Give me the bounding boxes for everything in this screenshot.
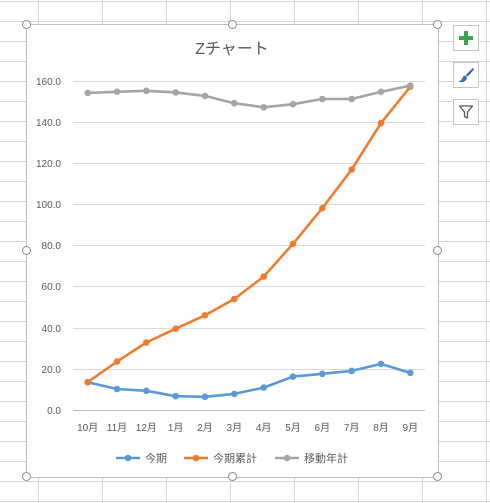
data-point[interactable] (84, 89, 91, 97)
data-point[interactable] (319, 204, 326, 212)
resize-handle-right[interactable] (433, 246, 442, 255)
legend-item[interactable]: 今期累計 (184, 451, 257, 465)
legend-item[interactable]: 移動年計 (275, 451, 348, 465)
y-tick-label: 20.0 (42, 365, 62, 376)
data-point[interactable] (319, 95, 326, 103)
data-point[interactable] (289, 100, 297, 108)
data-point[interactable] (143, 87, 150, 95)
x-tick-label: 11月 (107, 422, 127, 434)
data-point[interactable] (407, 82, 414, 89)
data-point[interactable] (231, 390, 238, 398)
chart-elements-button[interactable] (453, 25, 479, 51)
data-point[interactable] (201, 393, 209, 401)
legend-item[interactable]: 今期 (116, 451, 167, 465)
chart-area[interactable] (27, 24, 438, 478)
data-point[interactable] (289, 240, 297, 248)
data-point[interactable] (231, 99, 238, 107)
data-point[interactable] (201, 312, 209, 319)
y-tick-label: 160.0 (36, 77, 61, 88)
y-tick-label: 140.0 (36, 118, 61, 129)
data-point[interactable] (84, 378, 91, 386)
y-tick-label: 40.0 (42, 324, 62, 335)
resize-handle-bottom-right[interactable] (433, 472, 442, 481)
legend-label: 移動年計 (304, 451, 348, 465)
chart-styles-button[interactable] (453, 62, 479, 88)
y-tick-label: 120.0 (36, 159, 61, 170)
resize-handle-bottom-left[interactable] (22, 472, 31, 481)
y-tick-label: 60.0 (42, 282, 62, 293)
series-1[interactable] (84, 360, 414, 401)
x-tick-label: 8月 (373, 422, 389, 434)
x-tick-label: 7月 (344, 422, 360, 434)
y-axis[interactable]: 0.0 20.0 40.0 60.0 80.0 100.0 120.0 140.0 160.0 (36, 77, 61, 417)
legend-label: 今期累計 (213, 451, 257, 465)
resize-handle-top-left[interactable] (22, 20, 31, 29)
series-line[interactable] (86, 85, 412, 384)
data-point[interactable] (172, 89, 179, 96)
y-tick-label: 0.0 (47, 406, 61, 417)
data-point[interactable] (260, 104, 268, 111)
data-point[interactable] (172, 325, 179, 333)
data-point[interactable] (143, 339, 150, 346)
series-line[interactable] (86, 84, 412, 109)
data-point[interactable] (113, 88, 121, 96)
y-tick-label: 100.0 (36, 200, 61, 211)
data-point[interactable] (407, 369, 414, 377)
data-point[interactable] (113, 385, 121, 393)
series-2[interactable] (84, 83, 414, 386)
chart-title[interactable]: Zチャート (195, 41, 269, 58)
data-point[interactable] (348, 166, 356, 173)
data-point[interactable] (201, 92, 209, 100)
resize-handle-top-right[interactable] (433, 20, 442, 29)
y-tick-label: 80.0 (42, 241, 62, 252)
x-tick-label: 1月 (168, 422, 184, 434)
chart-filters-button[interactable] (453, 99, 479, 125)
plus-icon (459, 31, 473, 45)
data-point[interactable] (289, 373, 297, 380)
resize-handle-left[interactable] (22, 246, 31, 255)
x-axis[interactable]: 10月 11月 12月 1月 2月 3月 4月 5月 6月 7月 8月 9月 (77, 422, 418, 434)
series-3[interactable] (84, 82, 414, 111)
x-tick-label: 4月 (256, 422, 272, 434)
plot-area[interactable] (84, 82, 414, 401)
legend-swatch-marker (283, 454, 291, 462)
funnel-icon (458, 105, 474, 119)
data-point[interactable] (377, 119, 385, 127)
data-point[interactable] (231, 295, 238, 303)
series-line[interactable] (86, 362, 412, 399)
brush-icon (458, 68, 474, 83)
x-tick-label: 9月 (403, 422, 419, 434)
data-point[interactable] (348, 95, 356, 103)
resize-handle-top[interactable] (228, 20, 237, 29)
data-point[interactable] (260, 384, 268, 391)
legend-label: 今期 (145, 451, 167, 465)
x-tick-label: 3月 (227, 422, 243, 434)
legend-swatch-marker (192, 454, 200, 462)
data-point[interactable] (377, 88, 385, 96)
data-point[interactable] (348, 367, 356, 375)
data-point[interactable] (260, 273, 268, 280)
x-tick-label: 6月 (315, 422, 331, 434)
data-point[interactable] (143, 387, 150, 395)
x-tick-label: 10月 (77, 422, 98, 434)
resize-handle-bottom[interactable] (228, 472, 237, 481)
x-tick-label: 5月 (285, 422, 301, 434)
gridlines (73, 81, 425, 411)
data-point[interactable] (113, 358, 121, 365)
data-point[interactable] (377, 360, 385, 368)
data-point[interactable] (319, 370, 326, 378)
x-tick-label: 12月 (136, 422, 157, 434)
x-tick-label: 2月 (197, 422, 213, 434)
data-point[interactable] (172, 392, 179, 400)
legend-swatch-marker (124, 454, 132, 462)
legend[interactable]: 今期 今期累計 移動年計 (116, 451, 348, 465)
